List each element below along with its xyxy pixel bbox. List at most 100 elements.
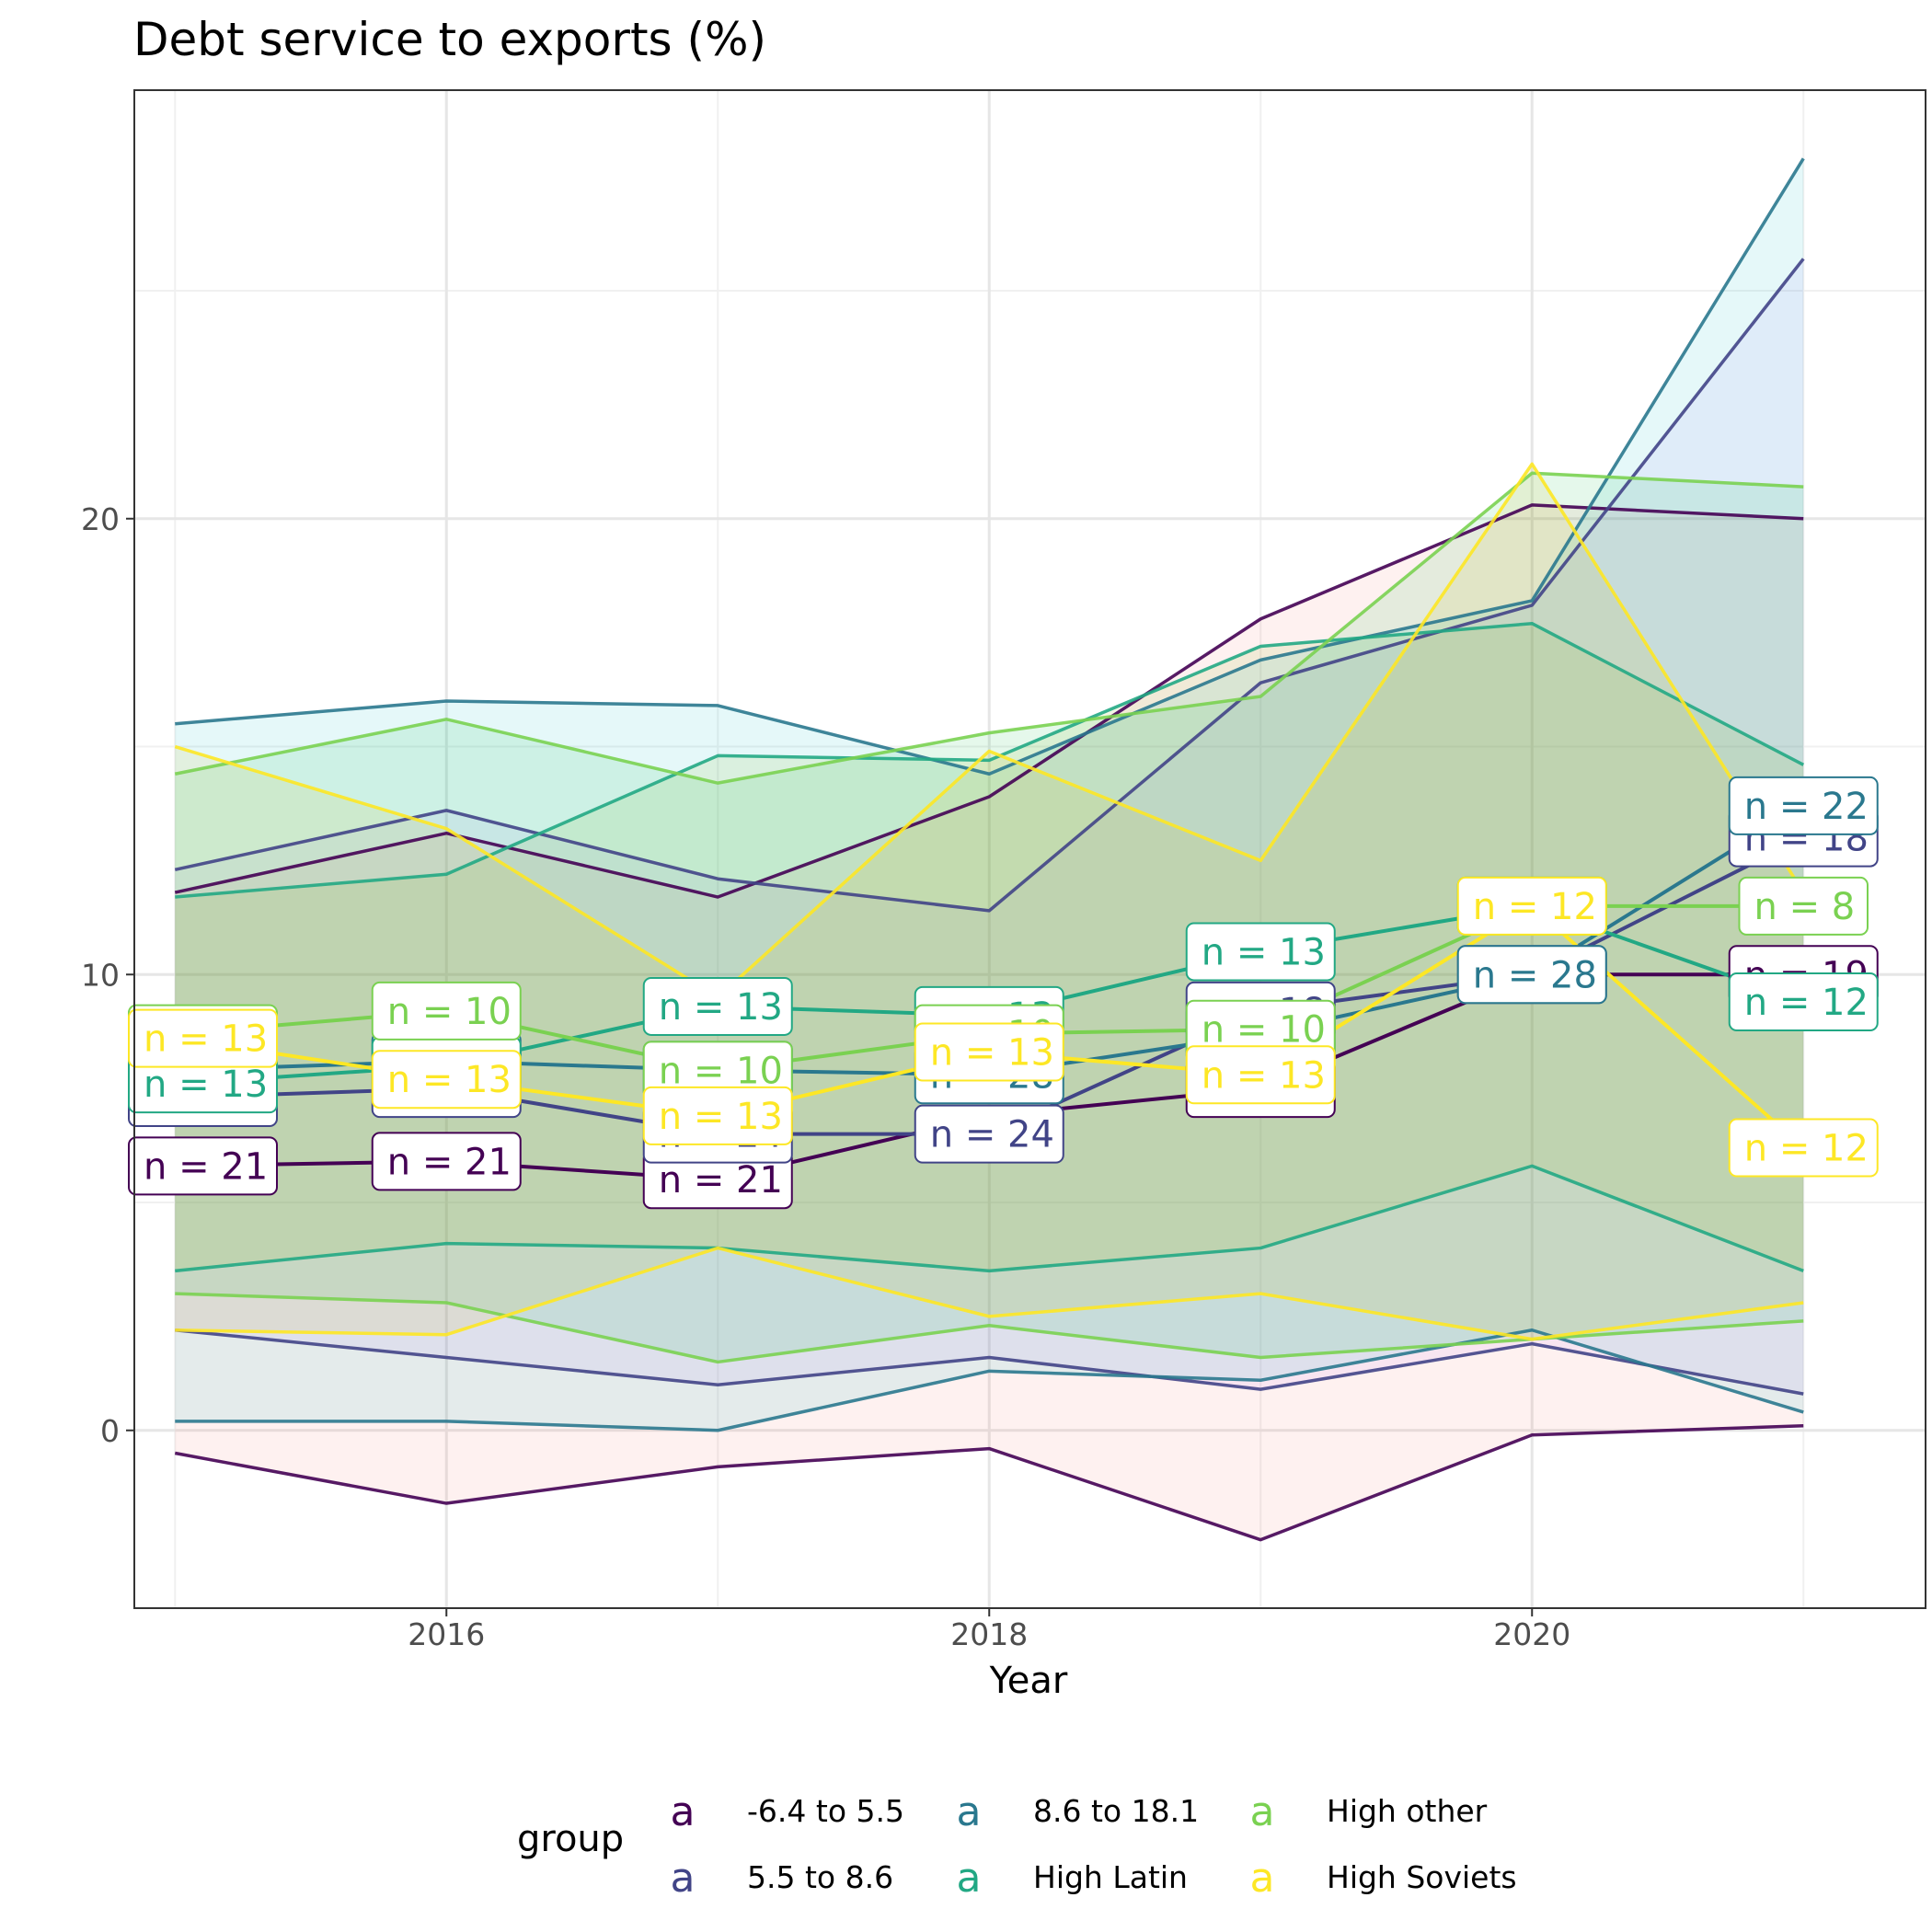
legend-key-glyph: a [671,1855,696,1902]
point-label-3-4: n = 13 [1185,922,1336,982]
line-upper-0 [174,503,1804,899]
legend-title: group [517,1818,624,1860]
legend-item-1: a 5.5 to 8.6 [671,1855,894,1902]
point-label-text: n = 21 [144,1145,268,1188]
point-label-2-6: n = 22 [1728,776,1879,835]
line-upper-4 [174,471,1804,785]
point-label-text: n = 10 [659,1050,783,1092]
point-label-4-4: n = 10 [1185,999,1336,1059]
y-tick-label: 0 [100,1413,120,1449]
point-label-4-1: n = 10 [371,981,522,1041]
point-label-0-1: n = 21 [371,1132,522,1191]
point-label-4-6: n = 8 [1738,876,1869,936]
point-label-text: n = 13 [387,1059,512,1101]
grid [134,90,1926,1608]
point-label-box [1456,945,1607,1005]
point-label-text: n = 13 [659,986,783,1029]
point-label-5-2: n = 13 [642,1086,793,1145]
legend-label: High other [1327,1793,1488,1829]
point-label-text: n = 22 [1744,786,1869,828]
line-upper-2 [175,157,1805,776]
point-label-text: n = 13 [1202,931,1326,973]
point-label-box [1185,922,1336,982]
point-label-1-3: n = 24 [914,1104,1064,1164]
legend-key-glyph: a [1250,1855,1275,1902]
point-label-3-6: n = 12 [1728,972,1879,1031]
point-label-box [1728,1118,1879,1178]
band-4 [175,473,1804,1363]
legend-key-glyph: a [957,1855,982,1902]
legend-key-glyph: a [1250,1788,1275,1835]
band-5 [175,464,1804,1340]
point-label-text: n = 13 [144,1064,268,1106]
y-tick-label: 20 [81,501,120,537]
point-label-text: n = 10 [1202,1009,1326,1052]
point-label-5-4: n = 13 [1185,1045,1336,1105]
point-label-5-5: n = 12 [1456,876,1607,936]
point-label-text: n = 21 [387,1141,512,1183]
line-upper-5 [174,462,1805,999]
point-label-box [371,1050,522,1110]
point-label-text: n = 13 [144,1018,268,1061]
line-lower-0 [174,1424,1804,1542]
legend: group a -6.4 to 5.5 a 5.5 to 8.6 a 8.6 to 18.… [517,1788,1517,1902]
panel-border [133,89,1926,1609]
legend-key-glyph: a [671,1788,696,1835]
axes: 2016 2018 2020 0 10 20 [81,501,1570,1652]
chart-title: Debt service to exports (%) [133,13,766,66]
line-lower-3 [175,1164,1804,1273]
point-label-box [1185,1045,1336,1105]
point-label-4-2: n = 10 [642,1041,793,1100]
point-label-text: n = 13 [1202,1054,1326,1097]
legend-item-5: a High Soviets [1250,1855,1517,1902]
point-label-text: n = 12 [1744,1128,1869,1170]
point-label-box [128,1008,278,1068]
point-label-text: n = 21 [659,1159,783,1202]
point-label-5-1: n = 13 [371,1050,522,1110]
point-label-text: n = 12 [1473,886,1597,928]
legend-label: 8.6 to 18.1 [1033,1793,1199,1829]
point-label-box [642,976,793,1036]
line-lower-1 [175,1328,1804,1396]
point-label-box [371,1132,522,1191]
point-label-text: n = 8 [1754,886,1856,928]
legend-label: -6.4 to 5.5 [747,1793,904,1829]
point-label-3-2: n = 13 [642,976,793,1036]
point-label-box [128,1136,278,1196]
line-upper-1 [174,258,1805,913]
x-axis-label: Year [989,1660,1068,1702]
point-label-box [1728,776,1879,835]
legend-item-2: a 8.6 to 18.1 [957,1788,1200,1835]
point-label-text: n = 28 [1473,954,1597,996]
point-label-text: n = 13 [930,1031,1054,1074]
point-label-box [1738,876,1869,936]
legend-item-3: a High Latin [957,1855,1188,1902]
point-label-box [1456,876,1607,936]
legend-key-glyph: a [957,1788,982,1835]
point-label-0-2: n = 21 [642,1150,793,1210]
x-tick-label: 2020 [1493,1616,1570,1652]
legend-label: High Soviets [1327,1859,1517,1895]
data-labels: n = 21n = 21n = 21n = 19n = 19n = 24n = … [128,776,1879,1210]
point-label-box [642,1086,793,1145]
point-label-5-6: n = 12 [1728,1118,1879,1178]
point-label-0-0: n = 21 [128,1136,278,1196]
point-label-5-3: n = 13 [914,1022,1064,1082]
point-label-2-5: n = 28 [1456,945,1607,1005]
point-label-5-0: n = 13 [128,1008,278,1068]
point-label-text: n = 13 [659,1096,783,1138]
point-label-box [914,1104,1064,1164]
legend-item-4: a High other [1250,1788,1488,1835]
y-tick-label: 10 [81,957,120,993]
band-3 [175,623,1804,1271]
line-lower-5 [175,1246,1804,1341]
point-label-text: n = 10 [387,991,512,1033]
legend-label: High Latin [1033,1859,1188,1895]
point-label-text: n = 12 [1744,982,1869,1024]
x-tick-label: 2016 [408,1616,485,1652]
line-upper-3 [175,621,1805,899]
x-tick-label: 2018 [950,1616,1028,1652]
point-label-box [371,981,522,1041]
legend-item-0: a -6.4 to 5.5 [671,1788,904,1835]
